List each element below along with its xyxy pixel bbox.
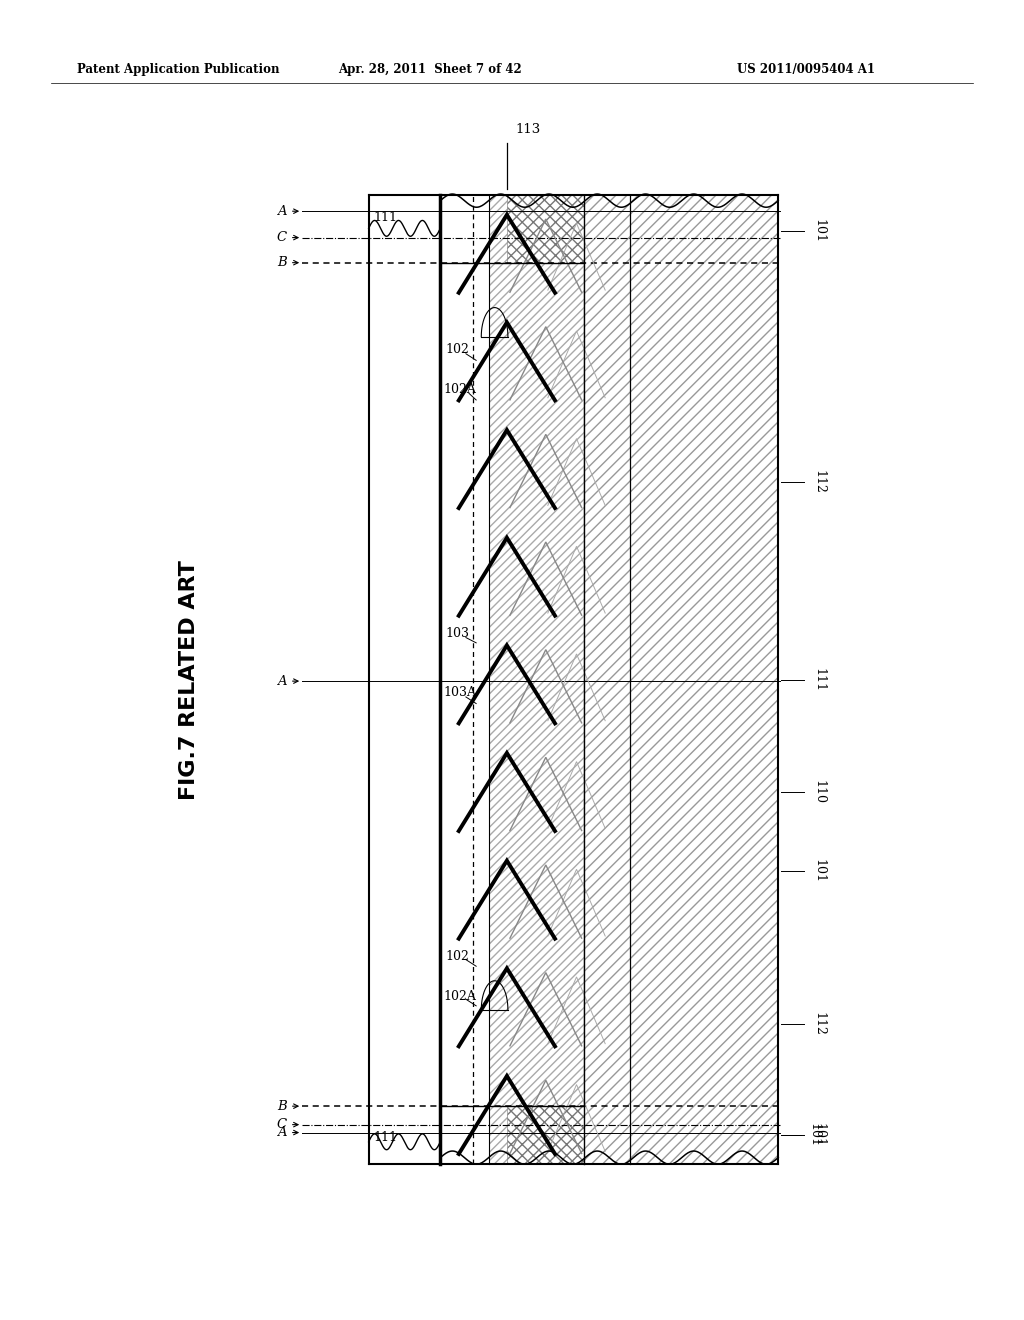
Text: A: A — [278, 1126, 287, 1139]
Text: 111: 111 — [813, 668, 825, 692]
Text: C: C — [276, 1118, 287, 1131]
Text: Apr. 28, 2011  Sheet 7 of 42: Apr. 28, 2011 Sheet 7 of 42 — [338, 63, 522, 77]
Text: Patent Application Publication: Patent Application Publication — [77, 63, 280, 77]
Polygon shape — [507, 195, 584, 263]
Text: B: B — [276, 1100, 287, 1113]
Text: 102: 102 — [445, 950, 469, 964]
Polygon shape — [489, 195, 584, 1164]
Text: 110: 110 — [813, 780, 825, 804]
Polygon shape — [369, 195, 440, 1164]
Text: 101: 101 — [813, 859, 825, 883]
Text: B: B — [276, 256, 287, 269]
Text: 101: 101 — [813, 219, 825, 243]
Text: 112: 112 — [813, 1012, 825, 1036]
Text: 111: 111 — [374, 1131, 397, 1144]
Polygon shape — [507, 1106, 584, 1164]
Text: 103: 103 — [445, 627, 469, 640]
Text: US 2011/0095404 A1: US 2011/0095404 A1 — [737, 63, 876, 77]
Text: C: C — [276, 231, 287, 244]
Text: FIG.7 RELATED ART: FIG.7 RELATED ART — [179, 560, 200, 800]
Text: 101: 101 — [808, 1123, 820, 1147]
Polygon shape — [584, 195, 778, 1164]
Text: 101: 101 — [813, 1123, 825, 1147]
Text: 102: 102 — [445, 343, 469, 356]
Text: 102A: 102A — [443, 990, 476, 1003]
Text: A: A — [278, 675, 287, 688]
Text: 102A: 102A — [443, 383, 476, 396]
Text: 112: 112 — [813, 470, 825, 494]
Text: A: A — [278, 205, 287, 218]
Text: 103A: 103A — [443, 686, 476, 700]
Text: 113: 113 — [515, 123, 541, 136]
Text: 111: 111 — [374, 211, 397, 224]
